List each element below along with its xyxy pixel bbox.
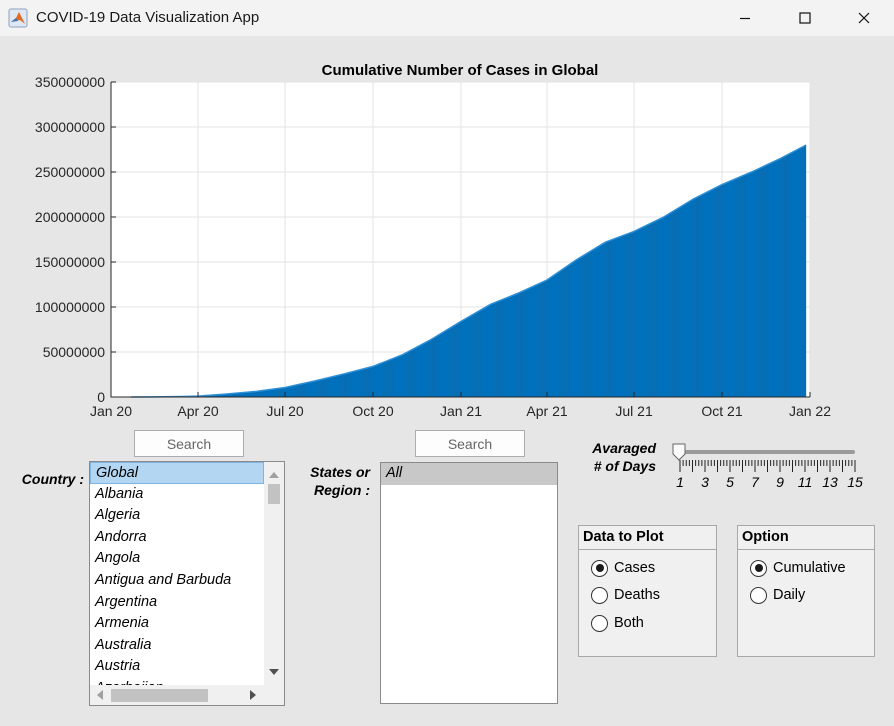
averaging-slider-ticks xyxy=(679,460,856,472)
radio-deaths-indicator[interactable] xyxy=(591,586,608,604)
country-item[interactable]: Andorra xyxy=(95,528,147,545)
option-title: Option xyxy=(738,526,874,550)
axis-lines xyxy=(110,82,810,398)
slider-tick-label: 15 xyxy=(847,474,863,490)
minimize-icon xyxy=(740,17,750,20)
radio-deaths[interactable]: Deaths xyxy=(591,585,660,605)
country-label: Country : xyxy=(21,471,84,487)
x-tick-label: Apr 21 xyxy=(526,403,567,419)
data-to-plot-title: Data to Plot xyxy=(579,526,716,550)
slider-tick-label: 5 xyxy=(726,474,734,490)
country-search-button[interactable]: Search xyxy=(134,430,244,457)
scroll-corner xyxy=(264,685,284,705)
radio-both-label: Both xyxy=(614,615,644,631)
chart-title: Cumulative Number of Cases in Global xyxy=(322,62,599,79)
close-button[interactable] xyxy=(841,0,887,36)
y-tick-label: 200000000 xyxy=(35,209,105,225)
state-label-line2: Region : xyxy=(314,482,370,498)
horizontal-scrollbar-graphic xyxy=(97,689,256,702)
maximize-icon xyxy=(799,12,811,24)
averaging-slider-thumb[interactable] xyxy=(672,443,686,461)
x-tick-label: Apr 20 xyxy=(177,403,218,419)
slider-tick-label: 13 xyxy=(822,474,838,490)
minimize-button[interactable] xyxy=(722,0,768,36)
scroll-up-icon xyxy=(269,472,279,478)
scroll-right-icon xyxy=(250,690,256,700)
horizontal-scroll-thumb xyxy=(111,689,208,702)
vertical-scrollbar-graphic xyxy=(268,472,280,675)
x-tick-label: Jan 21 xyxy=(440,403,482,419)
radio-cases-label: Cases xyxy=(614,560,656,576)
x-tick-label: Oct 20 xyxy=(352,403,393,419)
country-item[interactable]: Algeria xyxy=(95,507,141,524)
y-tick-label: 150000000 xyxy=(35,254,105,270)
scroll-down-icon xyxy=(269,669,279,675)
x-tick-label: Jul 20 xyxy=(266,403,304,419)
country-item[interactable]: Antigua and Barbuda xyxy=(95,571,232,588)
x-tick-labels: Jan 20 Apr 20 Jul 20 Oct 20 Jan 21 Apr 21 Jul … xyxy=(90,403,831,419)
averaging-label-line1: Avaraged xyxy=(592,440,656,456)
country-item[interactable]: Angola xyxy=(95,550,141,567)
title-bar: COVID-19 Data Visualization App xyxy=(0,0,894,36)
slider-tick-label: 9 xyxy=(776,474,784,490)
country-item[interactable]: Austria xyxy=(95,658,141,675)
y-tick-label: 250000000 xyxy=(35,164,105,180)
averaging-label: Avaraged # of Days xyxy=(578,439,656,475)
matlab-logo-icon xyxy=(8,8,28,28)
state-label: States or Region : xyxy=(286,463,370,499)
x-tick-label: Jan 22 xyxy=(789,403,831,419)
y-tick-label: 100000000 xyxy=(35,299,105,315)
slider-tick-label: 11 xyxy=(797,474,813,490)
x-tick-label: Jul 21 xyxy=(615,403,653,419)
x-tick-label: Oct 21 xyxy=(701,403,742,419)
radio-daily-label: Daily xyxy=(773,587,806,603)
state-item-all[interactable]: All xyxy=(381,463,557,485)
radio-cumulative[interactable]: Cumulative xyxy=(750,558,846,578)
x-tick-label: Jan 20 xyxy=(90,403,132,419)
averaging-slider-track[interactable] xyxy=(680,450,855,454)
country-item[interactable]: Global xyxy=(90,462,264,484)
country-listbox[interactable]: Global Albania Algeria Andorra Angola Antigua… xyxy=(89,461,285,706)
y-tick-label: 0 xyxy=(97,389,105,405)
radio-cumulative-indicator[interactable] xyxy=(750,559,767,577)
data-to-plot-group: Data to Plot Cases Deaths Both xyxy=(578,525,717,657)
cases-chart: 0 50000000 100000000 150000000 200000000 2500… xyxy=(35,62,831,419)
y-tick-label: 300000000 xyxy=(35,119,105,135)
radio-deaths-label: Deaths xyxy=(614,587,660,603)
scroll-thumb xyxy=(268,484,280,504)
state-search-button[interactable]: Search xyxy=(415,430,525,457)
radio-cases-indicator[interactable] xyxy=(591,559,608,577)
window-title: COVID-19 Data Visualization App xyxy=(36,9,260,26)
option-group: Option Cumulative Daily xyxy=(737,525,875,657)
country-horizontal-scrollbar[interactable] xyxy=(90,685,264,705)
radio-both[interactable]: Both xyxy=(591,613,644,633)
close-icon xyxy=(858,12,870,24)
radio-cases[interactable]: Cases xyxy=(591,558,655,578)
scroll-left-icon xyxy=(97,690,103,700)
averaging-label-line2: # of Days xyxy=(593,458,656,474)
radio-daily-indicator[interactable] xyxy=(750,586,767,604)
country-list: Global Albania Algeria Andorra Angola Antigua… xyxy=(90,462,264,700)
maximize-button[interactable] xyxy=(782,0,828,36)
state-listbox[interactable]: All xyxy=(380,462,558,704)
radio-cumulative-label: Cumulative xyxy=(773,560,846,576)
country-item[interactable]: Albania xyxy=(95,485,144,502)
y-tick-labels: 0 50000000 100000000 150000000 200000000 2500… xyxy=(35,74,105,405)
country-item[interactable]: Australia xyxy=(95,636,152,653)
country-vertical-scrollbar[interactable] xyxy=(264,462,284,685)
y-tick-label: 50000000 xyxy=(43,344,106,360)
bar-top-edge xyxy=(131,144,807,398)
chart-axes xyxy=(110,81,811,398)
slider-tick-label: 3 xyxy=(701,474,709,490)
radio-both-indicator[interactable] xyxy=(591,614,608,632)
slider-tick-label: 1 xyxy=(676,474,684,490)
state-label-line1: States or xyxy=(310,464,370,480)
cases-bars-area xyxy=(131,145,807,397)
radio-daily[interactable]: Daily xyxy=(750,585,805,605)
y-tick-label: 350000000 xyxy=(35,74,105,90)
country-item[interactable]: Argentina xyxy=(95,593,158,610)
slider-tick-label: 7 xyxy=(751,474,759,490)
country-item[interactable]: Armenia xyxy=(95,615,149,632)
